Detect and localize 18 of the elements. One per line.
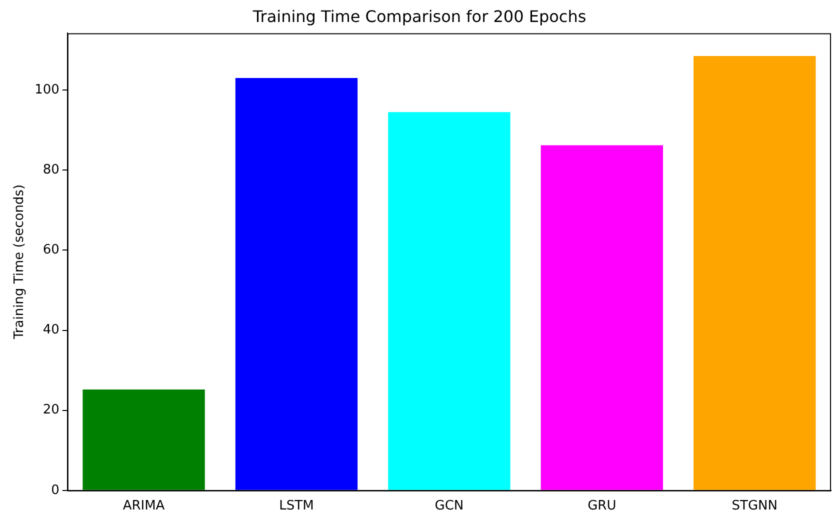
bar	[82, 390, 205, 490]
x-tick-label: GRU	[588, 498, 616, 514]
y-tick-label: 100	[34, 82, 60, 98]
chart-title: Training Time Comparison for 200 Epochs	[252, 6, 586, 26]
y-tick-label: 80	[42, 162, 60, 178]
y-axis-title: Training Time (seconds)	[12, 184, 28, 340]
y-tick-label: 0	[51, 482, 60, 498]
x-tick-label: GCN	[434, 498, 464, 514]
bar	[694, 56, 816, 490]
x-tick-label: ARIMA	[122, 498, 165, 514]
bar	[388, 112, 510, 490]
bar	[540, 145, 664, 490]
x-tick-label: LSTM	[279, 498, 314, 514]
bar	[235, 78, 358, 490]
y-tick-label: 20	[42, 402, 60, 418]
y-tick-label: 40	[42, 322, 60, 338]
y-tick-label: 60	[42, 242, 60, 258]
x-tick-label: STGNN	[732, 498, 778, 514]
